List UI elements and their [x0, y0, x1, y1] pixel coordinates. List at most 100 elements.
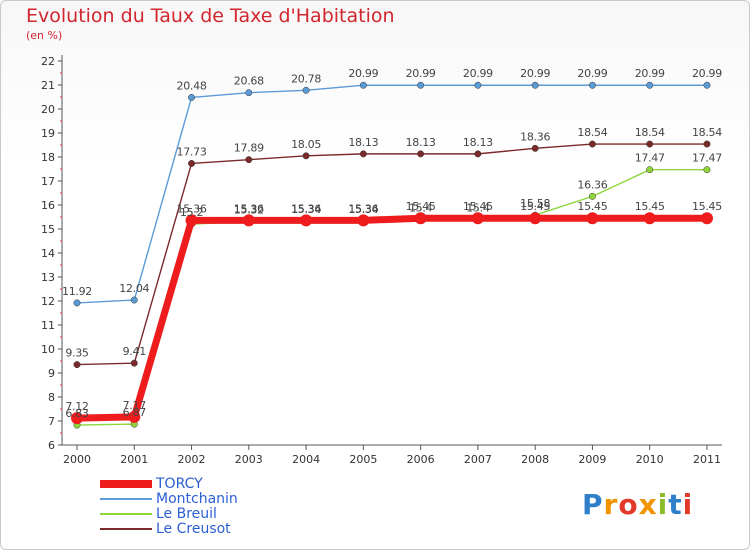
y-tick-label: 22: [41, 55, 55, 68]
data-point: [130, 359, 138, 367]
data-point: [646, 140, 654, 148]
legend-label: Montchanin: [156, 491, 238, 507]
data-label: 17.47: [692, 152, 722, 165]
data-label: 15.36: [177, 202, 207, 215]
data-label: 15.36: [291, 202, 321, 215]
data-point: [586, 212, 599, 225]
data-point: [588, 140, 596, 148]
data-label: 18.54: [692, 126, 722, 139]
data-label: 15.4: [466, 201, 490, 214]
data-point: [474, 81, 482, 89]
data-point: [185, 214, 198, 227]
series-line-le-creusot: [76, 143, 707, 366]
x-tick-label: 2006: [407, 453, 435, 466]
series-line-montchanin: [76, 84, 707, 304]
data-label: 17.89: [234, 142, 264, 155]
data-point: [531, 144, 539, 152]
data-label: 15.4: [409, 201, 433, 214]
data-label: 20.99: [520, 67, 550, 80]
data-point: [531, 81, 539, 89]
legend-label: Le Creusot: [156, 521, 231, 537]
data-point: [474, 150, 482, 158]
legend-swatch: [100, 498, 152, 500]
data-label: 18.13: [348, 136, 378, 149]
data-point: [359, 150, 367, 158]
data-label: 20.99: [348, 67, 378, 80]
data-point: [245, 156, 253, 164]
data-label: 15.36: [348, 202, 378, 215]
data-point: [188, 160, 195, 167]
chart-title: Evolution du Taux de Taxe d'Habitation: [26, 5, 395, 27]
data-point: [357, 214, 370, 227]
data-point: [417, 81, 425, 89]
x-tick-label: 2000: [63, 453, 91, 466]
data-label: 17.73: [177, 145, 207, 158]
logo-letter: i: [682, 488, 694, 521]
data-label: 18.05: [291, 138, 321, 151]
y-tick-label: 18: [41, 151, 55, 164]
legend-swatch: [100, 513, 152, 515]
data-point: [588, 81, 596, 89]
x-tick-label: 2010: [636, 453, 664, 466]
data-label: 20.78: [291, 72, 321, 85]
x-tick-label: 2004: [292, 453, 320, 466]
y-tick-label: 7: [48, 415, 55, 428]
chart-subtitle: (en %): [26, 29, 63, 42]
logo-letter: o: [618, 488, 639, 521]
data-label: 15.2: [180, 206, 203, 219]
data-point: [128, 410, 141, 423]
data-point: [245, 89, 253, 97]
data-point: [73, 361, 81, 369]
data-label: 20.48: [177, 79, 207, 92]
data-label: 20.99: [635, 67, 665, 80]
data-label: 17.47: [635, 152, 665, 165]
data-point: [359, 81, 367, 89]
data-point: [414, 212, 427, 225]
data-label: 18.54: [577, 126, 607, 139]
y-tick-label: 8: [48, 391, 55, 404]
data-point: [188, 94, 195, 101]
data-point: [71, 412, 83, 425]
data-label: 7.12: [65, 400, 88, 413]
data-label: 15.36: [234, 202, 264, 215]
data-label: 20.99: [463, 67, 493, 80]
x-tick-label: 2003: [235, 453, 263, 466]
y-tick-label: 13: [41, 271, 55, 284]
y-tick-label: 6: [48, 439, 55, 452]
data-point: [73, 299, 81, 307]
legend-swatch: [100, 528, 152, 530]
data-label: 9.41: [123, 345, 146, 358]
data-label: 15.34: [291, 203, 321, 216]
data-label: 15.45: [406, 200, 436, 213]
data-point: [471, 212, 484, 225]
data-label: 20.68: [234, 75, 264, 88]
data-label: 18.36: [520, 130, 550, 143]
data-label: 6.83: [65, 407, 89, 420]
y-tick-label: 21: [41, 79, 55, 92]
logo-letter: i: [657, 488, 669, 521]
data-label: 15.45: [520, 200, 550, 213]
data-label: 18.13: [406, 136, 436, 149]
data-label: 15.58: [520, 197, 550, 210]
y-tick-label: 14: [41, 247, 55, 260]
logo-letter: t: [668, 488, 683, 521]
y-tick-label: 12: [41, 295, 55, 308]
data-point: [302, 86, 310, 94]
data-point: [417, 150, 425, 158]
legend-label: TORCY: [156, 476, 203, 492]
data-label: 15.32: [234, 203, 264, 216]
y-tick-label: 17: [41, 175, 55, 188]
data-label: 15.45: [635, 200, 665, 213]
data-label: 20.99: [692, 67, 722, 80]
data-label: 16.36: [577, 178, 607, 191]
series-line-torcy: [76, 214, 707, 422]
data-point: [302, 152, 310, 160]
data-label: 15.34: [348, 203, 378, 216]
data-label: 20.99: [577, 67, 607, 80]
data-label: 7.17: [123, 399, 147, 412]
data-point: [703, 140, 711, 148]
y-tick-label: 15: [41, 223, 55, 236]
x-tick-label: 2002: [178, 453, 206, 466]
data-label: 11.92: [62, 285, 92, 298]
